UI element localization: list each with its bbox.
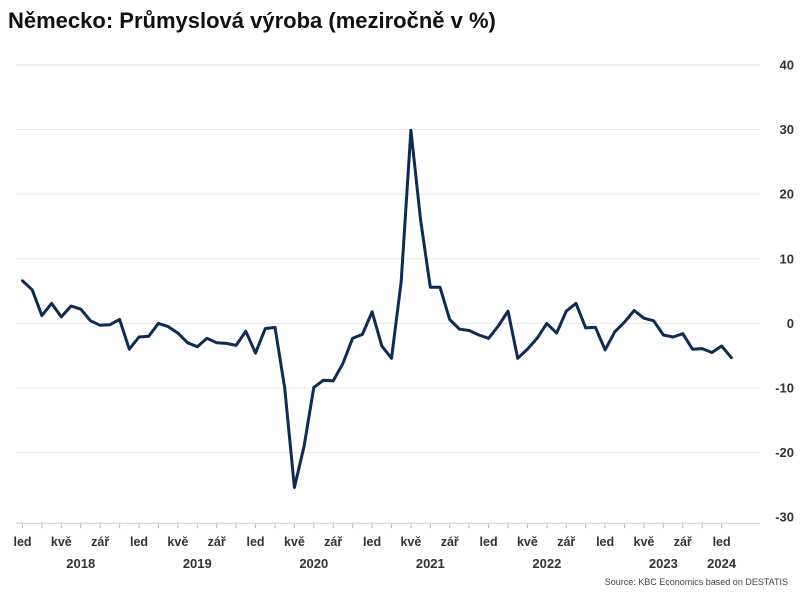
chart-title: Německo: Průmyslová výroba (meziročně v … xyxy=(8,8,496,33)
x-tick-label: led xyxy=(596,535,614,549)
x-tick-label: kvě xyxy=(51,535,72,549)
source-note: Source: KBC Economics based on DESTATIS xyxy=(604,577,788,587)
y-tick-label: -10 xyxy=(775,381,794,396)
y-tick-label: 10 xyxy=(780,251,794,266)
grid-layer xyxy=(16,64,760,454)
year-label: 2019 xyxy=(183,556,212,571)
x-tick-label: led xyxy=(130,535,148,549)
y-tick-label: 30 xyxy=(780,122,794,137)
x-tick-label: kvě xyxy=(167,535,188,549)
x-tick-label: kvě xyxy=(634,535,655,549)
x-tick-label: zář xyxy=(441,535,459,549)
x-tick-label: led xyxy=(13,535,31,549)
x-axis: led kvě zář led kvě zář led kvě zář led kvě zář led k… xyxy=(13,522,760,571)
x-tick-label: zář xyxy=(91,535,109,549)
year-label: 2020 xyxy=(299,556,328,571)
x-tick-label: kvě xyxy=(400,535,421,549)
year-label: 2024 xyxy=(707,556,737,571)
series-line-industrial-production xyxy=(21,128,733,489)
y-tick-label: 20 xyxy=(780,187,794,202)
x-tick-label: led xyxy=(247,535,265,549)
x-tick-label: zář xyxy=(324,535,342,549)
year-label: 2021 xyxy=(416,556,445,571)
x-tick-label: zář xyxy=(208,535,226,549)
x-tick-label: led xyxy=(480,535,498,549)
year-label: 2022 xyxy=(532,556,561,571)
y-axis: -30 -20 -10 0 10 20 30 40 xyxy=(775,58,794,525)
year-label: 2018 xyxy=(66,556,95,571)
x-tick-label: kvě xyxy=(284,535,305,549)
x-tick-label: kvě xyxy=(517,535,538,549)
x-tick-label: zář xyxy=(674,535,692,549)
y-tick-label: 0 xyxy=(787,316,794,331)
x-tick-label: led xyxy=(713,535,731,549)
year-label: 2023 xyxy=(649,556,678,571)
series-layer xyxy=(21,128,733,489)
x-tick-label: zář xyxy=(557,535,575,549)
y-tick-label: 40 xyxy=(780,58,794,73)
x-tick-label: led xyxy=(363,535,381,549)
y-tick-label: -20 xyxy=(775,445,794,460)
y-tick-label: -30 xyxy=(775,510,794,525)
